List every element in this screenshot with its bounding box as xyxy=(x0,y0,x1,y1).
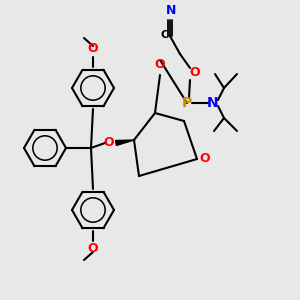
Text: P: P xyxy=(182,96,192,110)
Polygon shape xyxy=(116,140,134,145)
Text: N: N xyxy=(207,96,219,110)
Text: O: O xyxy=(155,58,165,71)
Text: O: O xyxy=(200,152,210,166)
Text: O: O xyxy=(104,136,114,149)
Text: O: O xyxy=(88,43,98,56)
Text: O: O xyxy=(190,65,200,79)
Text: N: N xyxy=(166,4,176,17)
Text: C: C xyxy=(161,30,169,40)
Text: O: O xyxy=(88,242,98,256)
